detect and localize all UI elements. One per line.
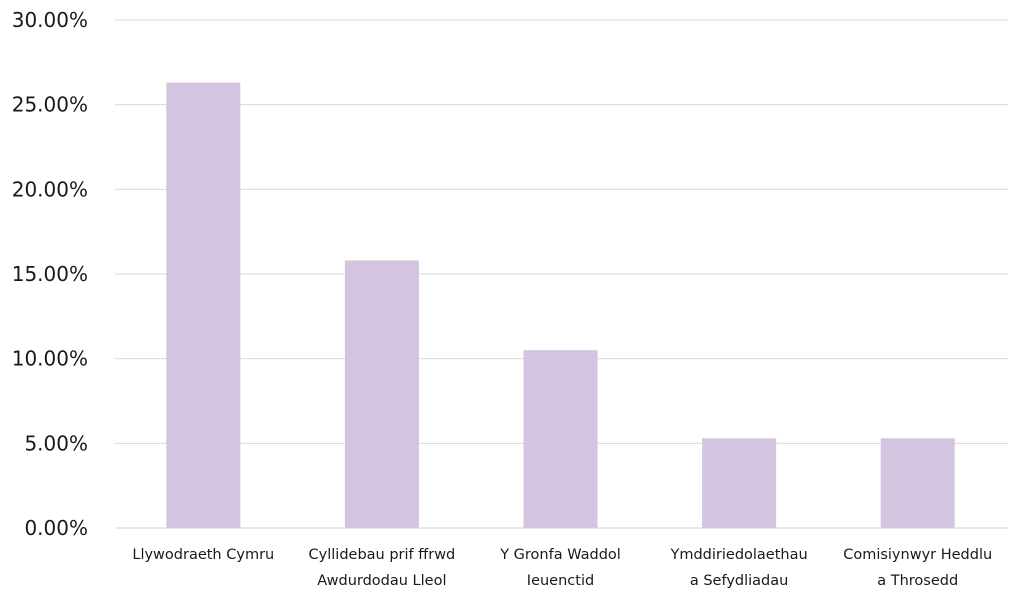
x-category-label: Llywodraeth Cymru xyxy=(132,547,274,563)
y-tick-label: 25.00% xyxy=(12,93,88,117)
y-tick-label: 15.00% xyxy=(12,262,88,286)
y-tick-label: 20.00% xyxy=(12,177,88,201)
x-axis-category-labels: Llywodraeth Cymru Cyllidebau prif ffrwd Aw… xyxy=(132,547,992,589)
bar xyxy=(166,82,241,529)
bars xyxy=(166,82,955,529)
y-tick-label: 5.00% xyxy=(24,431,88,455)
x-category-label: a Sefydliadau xyxy=(690,573,788,589)
y-tick-label: 0.00% xyxy=(24,516,88,540)
y-tick-label: 30.00% xyxy=(12,8,88,32)
x-category-label: Cyllidebau prif ffrwd xyxy=(309,547,456,563)
x-category-label: Ymddiriedolaethau xyxy=(669,547,807,563)
bar xyxy=(523,350,598,528)
x-category-label: a Throsedd xyxy=(877,573,958,589)
x-category-label: Y Gronfa Waddol xyxy=(499,547,621,563)
bar xyxy=(880,438,955,528)
y-axis-tick-labels: 0.00% 5.00% 10.00% 15.00% 20.00% 25.00% 30.00% xyxy=(12,8,88,540)
gridlines xyxy=(115,19,1008,444)
x-category-label: Awdurdodau Lleol xyxy=(317,573,446,589)
y-tick-label: 10.00% xyxy=(12,347,88,371)
bar xyxy=(344,260,419,528)
x-category-label: Ieuenctid xyxy=(527,573,594,589)
x-category-label: Comisiynwyr Heddlu xyxy=(843,547,992,563)
bar xyxy=(702,438,777,528)
